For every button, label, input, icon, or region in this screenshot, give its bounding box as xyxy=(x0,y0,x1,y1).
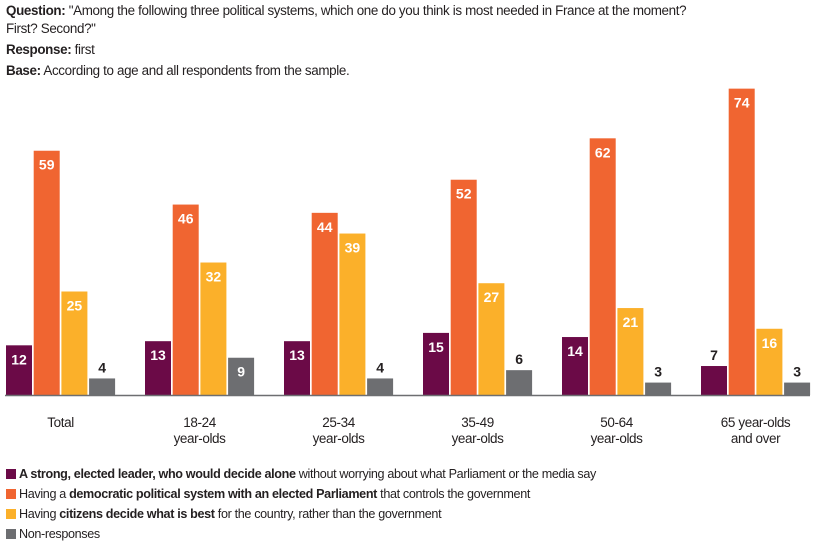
bar-leader xyxy=(6,345,32,395)
bar-group: 15 52 27 6 35-49 year-olds xyxy=(423,179,533,446)
bar-value-label: 3 xyxy=(654,364,662,380)
legend-item-democratic: Having a democratic political system wit… xyxy=(6,484,596,504)
category-label: 50-64 year-olds xyxy=(591,415,644,446)
bar-nonresponse xyxy=(784,382,811,395)
bar-democratic xyxy=(172,204,199,395)
bar-democratic xyxy=(311,212,338,395)
bar-value-label: 39 xyxy=(345,240,361,256)
bar-value-label: 15 xyxy=(428,339,444,355)
bar-value-label: 7 xyxy=(710,347,718,363)
bar-value-label: 13 xyxy=(150,347,166,363)
bar-value-label: 6 xyxy=(515,351,523,367)
bar-citizens xyxy=(339,233,366,395)
category-label: 65 year-olds and over xyxy=(721,415,791,446)
bar-group: 7 74 16 3 65 year-olds and over xyxy=(701,88,811,446)
bar-value-label: 13 xyxy=(289,347,305,363)
base-label: Base: xyxy=(6,63,41,78)
bar-value-label: 59 xyxy=(39,157,55,173)
bar-value-label: 3 xyxy=(793,364,801,380)
base-text: According to age and all respondents fro… xyxy=(40,63,350,78)
bar-nonresponse xyxy=(367,378,394,395)
category-label: 35-49 year-olds xyxy=(452,415,505,446)
bar-leader xyxy=(284,341,310,395)
response-text: first xyxy=(71,42,95,57)
question-label: Question: xyxy=(6,3,66,18)
bar-leader xyxy=(423,332,449,395)
bar-value-label: 74 xyxy=(734,95,750,111)
bar-citizens xyxy=(61,291,88,395)
bar-value-label: 25 xyxy=(67,298,83,314)
bar-democratic xyxy=(33,150,60,395)
category-label: 18-24 year-olds xyxy=(174,415,227,446)
question-line-2: First? Second?" xyxy=(6,20,824,38)
bar-nonresponse xyxy=(89,378,116,395)
base-line: Base: According to age and all responden… xyxy=(6,62,824,80)
bar-citizens xyxy=(200,262,227,395)
bar-value-label: 32 xyxy=(206,269,222,285)
bar-leader xyxy=(562,337,588,395)
bar-value-label: 62 xyxy=(595,144,611,160)
bar-democratic xyxy=(728,88,755,395)
bar-citizens xyxy=(617,308,644,395)
bar-value-label: 52 xyxy=(456,186,472,202)
legend-item-citizens: Having citizens decide what is best for … xyxy=(6,504,596,524)
bar-democratic xyxy=(450,179,477,395)
bar-value-label: 21 xyxy=(623,314,639,330)
bar-value-label: 4 xyxy=(98,359,106,375)
bar-value-label: 9 xyxy=(237,364,245,380)
bar-group: 12 59 25 4 Total xyxy=(6,150,116,430)
bar-leader xyxy=(145,341,171,395)
bar-nonresponse xyxy=(228,357,255,395)
bar-value-label: 14 xyxy=(567,343,583,359)
response-line: Response: first xyxy=(6,41,824,59)
bar-citizens xyxy=(478,283,505,395)
legend-label: Non-responses xyxy=(19,527,100,541)
bar-nonresponse xyxy=(645,382,672,395)
bar-group: 14 62 21 3 50-64 year-olds xyxy=(562,138,672,446)
legend-label: Having citizens decide what is best for … xyxy=(19,507,442,521)
legend-swatch xyxy=(6,469,16,479)
response-label: Response: xyxy=(6,42,72,57)
bar-leader xyxy=(701,366,727,395)
bar-citizens xyxy=(756,328,783,395)
bar-value-label: 44 xyxy=(317,219,333,235)
legend-item-nonresponse: Non-responses xyxy=(6,524,596,544)
legend-item-leader: A strong, elected leader, who would deci… xyxy=(6,464,596,484)
question-line: Question: "Among the following three pol… xyxy=(6,2,824,20)
category-label: Total xyxy=(47,415,74,430)
bar-value-label: 4 xyxy=(376,359,384,375)
chart-legend: A strong, elected leader, who would deci… xyxy=(6,464,596,544)
legend-label: A strong, elected leader, who would deci… xyxy=(19,467,596,481)
legend-swatch xyxy=(6,529,16,539)
bar-value-label: 46 xyxy=(178,211,194,227)
bar-value-label: 27 xyxy=(484,289,500,305)
bar-value-label: 16 xyxy=(762,335,778,351)
bar-democratic xyxy=(589,138,616,395)
chart-header: Question: "Among the following three pol… xyxy=(6,2,824,80)
bar-value-label: 12 xyxy=(11,351,27,367)
category-label: 25-34 year-olds xyxy=(313,415,366,446)
bar-nonresponse xyxy=(506,370,533,395)
legend-swatch xyxy=(6,489,16,499)
question-text: "Among the following three political sys… xyxy=(65,3,687,18)
bar-group: 13 46 32 9 18-24 year-olds xyxy=(145,204,255,446)
legend-swatch xyxy=(6,509,16,519)
bar-group: 13 44 39 4 25-34 year-olds xyxy=(284,212,394,446)
legend-label: Having a democratic political system wit… xyxy=(19,487,530,501)
question-text-continued: First? Second?" xyxy=(6,21,96,36)
